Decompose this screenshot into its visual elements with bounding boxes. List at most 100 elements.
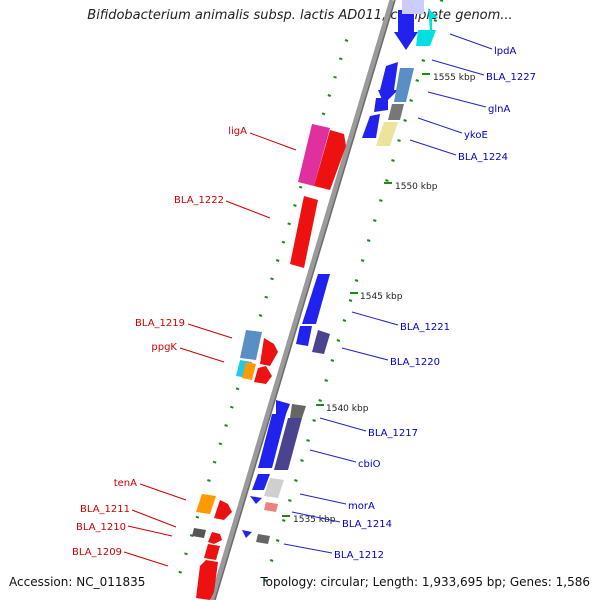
label-bla1222[interactable]: BLA_1222 [174,195,224,206]
gene-bla1217-b[interactable] [290,404,306,418]
gene-bla1209[interactable] [196,560,218,600]
track-tick [195,515,200,519]
gene-forward-a[interactable] [378,62,398,104]
track-tick [287,222,291,226]
track-tick [354,279,359,282]
label-cbio[interactable]: cbiO [358,459,381,470]
track-tick [235,387,240,391]
scale-label-1550: 1550 kbp [395,182,438,192]
label-bla1227[interactable]: BLA_1227 [486,72,536,83]
label-tena[interactable]: tenA [114,478,137,489]
label-lpda[interactable]: lpdA [494,46,516,57]
label-bla1217[interactable]: BLA_1217 [368,428,418,439]
gene-tena[interactable] [196,494,216,514]
track-tick [212,460,217,464]
gene-forward-f[interactable] [250,496,262,504]
gene-bla1221-b[interactable] [296,326,312,346]
label-ykoe[interactable]: ykoE [464,130,488,141]
label-mora[interactable]: morA [348,501,375,512]
track-tick [342,319,347,322]
gene-lpda-top[interactable] [402,0,424,14]
gene-cbio[interactable] [274,418,302,470]
gene-forward-g[interactable] [242,530,252,538]
track-tick [207,479,211,482]
gene-bla1219-b[interactable] [260,338,278,366]
forward-genes [242,0,438,544]
gene-glna[interactable] [394,68,414,102]
track-tick [298,185,303,189]
gene-forward-b[interactable] [374,98,388,112]
gene-bla1211[interactable] [192,528,206,538]
track-tick [330,359,335,362]
gene-mora[interactable] [264,478,284,498]
track-tick [178,570,183,574]
track-tick [264,295,269,299]
scale-label-1545: 1545 kbp [360,292,403,302]
track-tick [224,424,228,427]
gene-bla1219[interactable] [240,330,262,360]
gene-bla1224[interactable] [376,122,398,146]
label-bla1219[interactable]: BLA_1219 [135,318,185,329]
gene-forward-d[interactable] [258,414,286,468]
outer-tick-track-right [263,0,444,582]
label-bla1221[interactable]: BLA_1221 [400,322,450,333]
gene-ppgk-b[interactable] [242,362,256,380]
gene-bla1210-b[interactable] [204,544,220,560]
reverse-genes [192,124,346,600]
gene-liga-b[interactable] [314,130,346,190]
gene-bla1227[interactable] [416,8,438,46]
label-bla1211[interactable]: BLA_1211 [80,504,130,515]
scale-label-1540: 1540 kbp [326,404,369,414]
track-tick [409,99,413,102]
track-tick [433,19,438,22]
gene-tena-b[interactable] [214,500,232,520]
track-tick [439,0,444,2]
track-tick [397,139,401,142]
track-tick [391,159,395,162]
gene-bla1221[interactable] [302,274,330,324]
track-tick [306,439,310,442]
track-tick [294,479,298,482]
track-tick [336,339,341,342]
track-tick [293,204,297,207]
gene-forward-e[interactable] [252,474,270,490]
gene-bla1217[interactable] [276,400,290,414]
gene-bla1214[interactable] [264,502,278,512]
label-bla1210[interactable]: BLA_1210 [76,522,126,533]
track-tick [275,259,280,262]
label-bla1209[interactable]: BLA_1209 [72,547,122,558]
gene-ykoe-dark[interactable] [388,104,404,120]
track-tick [379,199,383,202]
track-tick [318,399,322,402]
track-tick [421,59,426,62]
gene-liga[interactable] [298,124,330,186]
label-bla1220[interactable]: BLA_1220 [390,357,440,368]
track-tick [258,314,263,317]
track-tick [288,499,292,502]
gene-bla1210[interactable] [208,532,222,544]
track-tick [360,259,365,262]
label-glna[interactable]: glnA [488,104,510,115]
gene-bla1212[interactable] [256,534,270,544]
track-tick [218,442,223,446]
scale-label-1535: 1535 kbp [293,515,336,525]
track-tick [385,179,389,182]
label-liga[interactable]: ligA [228,126,247,137]
track-tick [324,379,329,382]
gene-bla1222[interactable] [290,196,318,268]
gene-lpda[interactable] [394,10,418,50]
track-tick [372,219,377,222]
track-tick [270,277,274,281]
gene-bla1220[interactable] [312,330,330,354]
scale-ticks [282,73,430,517]
label-bla1224[interactable]: BLA_1224 [458,152,508,163]
label-bla1214[interactable]: BLA_1214 [342,519,392,530]
topology-info: Topology: circular; Length: 1,933,695 bp… [260,575,590,589]
accession-text: Accession: NC_011835 [9,575,146,589]
label-ppgk[interactable]: ppgK [151,342,177,353]
gene-forward-c[interactable] [362,114,380,138]
track-tick [269,559,274,562]
gene-ppgk-c[interactable] [254,366,272,384]
label-bla1212[interactable]: BLA_1212 [334,550,384,561]
